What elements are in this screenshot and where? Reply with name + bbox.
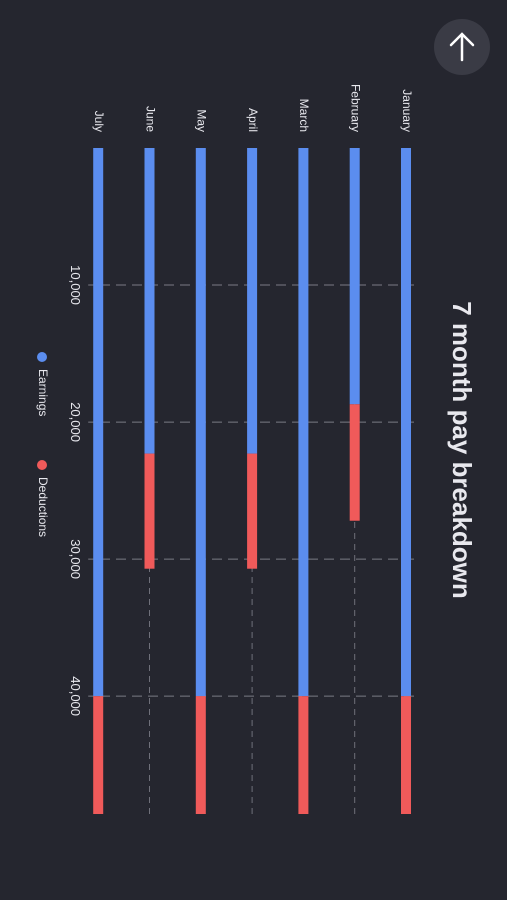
y-tick-label: January bbox=[400, 89, 414, 132]
y-tick-label: February bbox=[349, 84, 363, 132]
y-tick-label: July bbox=[92, 111, 106, 132]
x-tick-label: 40,000 bbox=[68, 676, 83, 716]
bar-segment bbox=[401, 696, 411, 814]
bar-segment bbox=[195, 696, 206, 814]
x-tick-label: 30,000 bbox=[68, 539, 83, 579]
bar-segment bbox=[144, 148, 155, 454]
bar-segment bbox=[401, 148, 411, 697]
y-tick-label: March bbox=[297, 99, 311, 132]
legend-swatch bbox=[37, 460, 47, 470]
bar-segment bbox=[247, 453, 258, 569]
bar-segment bbox=[349, 404, 360, 521]
bar-segment bbox=[93, 148, 104, 697]
legend-swatch bbox=[37, 352, 47, 362]
bar-segment bbox=[144, 453, 155, 569]
y-tick-label: June bbox=[143, 106, 157, 132]
bar-segment bbox=[298, 148, 309, 697]
y-tick-label: April bbox=[246, 108, 260, 132]
y-tick-label: May bbox=[195, 109, 209, 132]
x-tick-label: 10,000 bbox=[68, 265, 83, 305]
scroll-up-button[interactable] bbox=[434, 19, 490, 75]
x-tick-label: 20,000 bbox=[68, 402, 83, 442]
bar-segment bbox=[349, 148, 360, 405]
legend-label: Deductions bbox=[36, 477, 50, 537]
bar-segment bbox=[195, 148, 206, 697]
bar-segment bbox=[298, 696, 309, 814]
bar-segment bbox=[93, 696, 104, 814]
legend-label: Earnings bbox=[36, 369, 50, 416]
bar-segment bbox=[247, 148, 258, 454]
chart-title: 7 month pay breakdown bbox=[447, 301, 477, 599]
